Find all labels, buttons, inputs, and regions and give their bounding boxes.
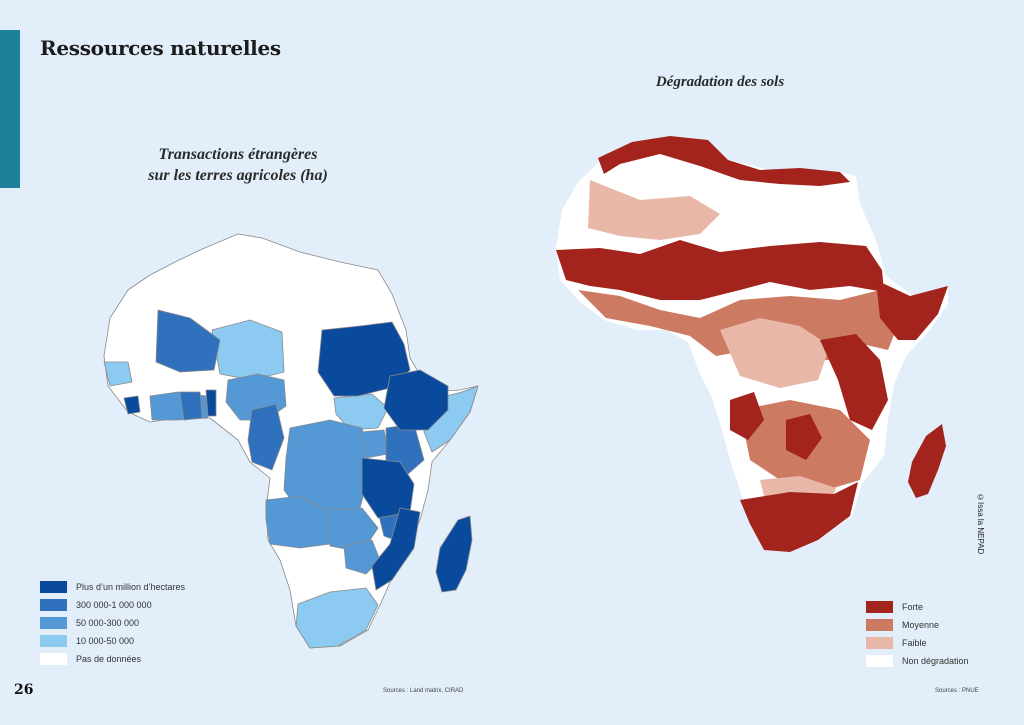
left-map-legend: Plus d’un million d’hectares 300 000-1 0… xyxy=(40,578,185,668)
legend-item: Faible xyxy=(866,634,969,652)
legend-swatch xyxy=(866,619,893,631)
photo-credit: ©Issa la NEPAD xyxy=(976,493,985,555)
legend-label: Plus d’un million d’hectares xyxy=(76,582,186,592)
legend-item: Moyenne xyxy=(866,616,969,634)
left-map-country-southafrica xyxy=(295,587,379,649)
right-map-zone-faible-2 xyxy=(720,318,830,388)
right-map-source: Sources : PNUE xyxy=(935,688,979,694)
left-map-country-zambia xyxy=(325,507,379,553)
legend-label: Forte xyxy=(902,602,924,612)
legend-label: Moyenne xyxy=(902,620,940,630)
accent-bar xyxy=(0,30,20,188)
legend-swatch xyxy=(40,599,67,611)
left-map-country-mauritania xyxy=(155,309,221,373)
right-map-zone-forte-1 xyxy=(598,136,850,186)
right-map-zone-faible-1 xyxy=(588,180,720,240)
right-map-title: Dégradation des sols xyxy=(655,74,785,90)
left-map-source: Sources : Land matrix, CIRAD xyxy=(383,688,464,694)
left-map-country-benin xyxy=(205,389,217,417)
legend-label: Faible xyxy=(902,638,927,648)
legend-item: 50 000-300 000 xyxy=(40,614,185,632)
right-map-zone-forte-5 xyxy=(730,392,764,440)
legend-item: 10 000-50 000 xyxy=(40,632,185,650)
left-map-title-line1: Transactions étrangères xyxy=(158,146,318,163)
legend-item: 300 000-1 000 000 xyxy=(40,596,185,614)
right-map-madagascar xyxy=(908,424,946,498)
legend-swatch xyxy=(866,601,893,613)
legend-label: Pas de données xyxy=(76,654,142,664)
legend-label: 300 000-1 000 000 xyxy=(76,600,152,610)
right-map-zone-forte-2 xyxy=(556,240,884,300)
left-map-country-ethiopia xyxy=(383,369,449,431)
legend-item: Plus d’un million d’hectares xyxy=(40,578,185,596)
left-map-country-senegal xyxy=(103,361,133,387)
left-map-country-madagascar xyxy=(435,515,473,593)
left-map-country-mozambique xyxy=(371,507,421,591)
legend-swatch xyxy=(866,637,893,649)
legend-swatch xyxy=(40,653,67,665)
legend-label: 50 000-300 000 xyxy=(76,618,140,628)
legend-label: 10 000-50 000 xyxy=(76,636,135,646)
page-number: 26 xyxy=(14,682,34,698)
left-map-title-line2: sur les terres agricoles (ha) xyxy=(148,167,328,184)
left-map-country-angola xyxy=(265,495,331,549)
legend-swatch xyxy=(40,617,67,629)
left-map-country-mali xyxy=(211,319,285,381)
right-map-zone-forte-6 xyxy=(740,482,858,552)
left-map-country-cameroon xyxy=(247,403,285,471)
legend-item: Pas de données xyxy=(40,650,185,668)
right-map-zone-forte-7 xyxy=(786,414,822,460)
left-map-title: Transactions étrangères sur les terres a… xyxy=(128,144,348,186)
legend-item: Forte xyxy=(866,598,969,616)
left-map-country-southsudan xyxy=(333,393,389,431)
right-map-legend: Forte Moyenne Faible Non dégradation xyxy=(866,598,969,670)
left-map-country-sierraleone xyxy=(123,395,141,415)
legend-item: Non dégradation xyxy=(866,652,969,670)
page-title: Ressources naturelles xyxy=(40,36,281,60)
left-map-country-ghana xyxy=(179,391,203,421)
legend-swatch xyxy=(866,655,893,667)
legend-swatch xyxy=(40,581,67,593)
legend-label: Non dégradation xyxy=(902,656,969,666)
legend-swatch xyxy=(40,635,67,647)
right-map-zone-forte-4 xyxy=(820,334,888,430)
right-map-zone-forte-3 xyxy=(876,280,948,340)
